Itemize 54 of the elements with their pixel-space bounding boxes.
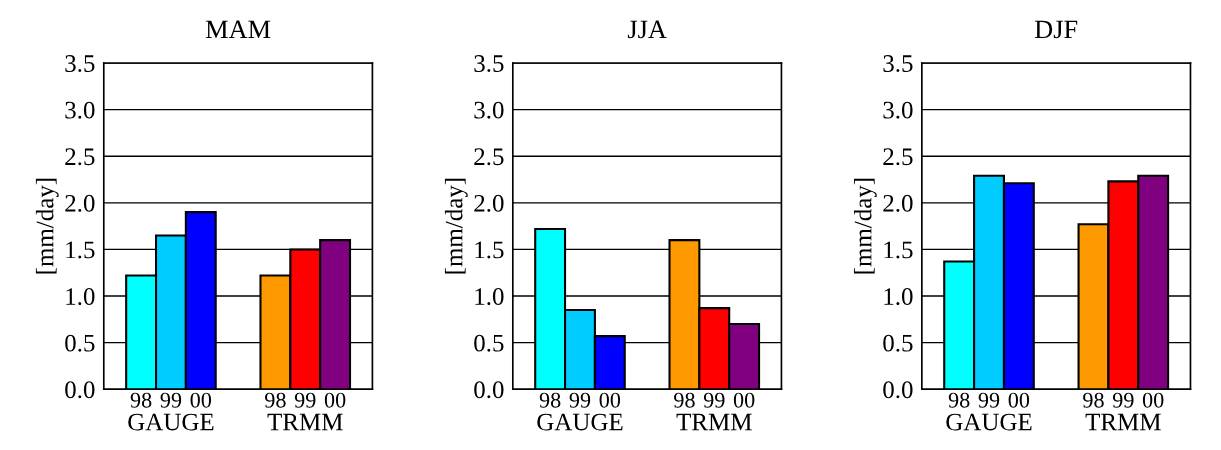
y-tick-label: 1.5 bbox=[884, 241, 913, 259]
x-tick-label: 99 bbox=[160, 392, 182, 408]
y-tick-label: 2.5 bbox=[65, 148, 95, 166]
chart-title: JJA bbox=[627, 20, 667, 39]
x-tick-label: 98 bbox=[265, 392, 286, 408]
text: GAUGE bbox=[946, 413, 1032, 431]
y-axis-title: [mm/day] bbox=[35, 178, 59, 274]
x-tick-label: 99 bbox=[978, 392, 1000, 408]
x-tick-label: 98 bbox=[674, 392, 695, 408]
y-tick-label: 0.0 bbox=[474, 381, 504, 399]
y-tick-label: 1.5 bbox=[475, 241, 504, 259]
y-tick-label: 0.5 bbox=[65, 334, 95, 352]
x-tick-label: 00 bbox=[190, 392, 212, 408]
y-tick-label: 3.5 bbox=[65, 55, 95, 73]
x-tick-label: 99 bbox=[1112, 392, 1134, 408]
x-tick-label: 00 bbox=[1008, 392, 1030, 408]
x-tick-label: 98 bbox=[539, 392, 561, 408]
y-axis-title: [mm/day] bbox=[444, 178, 468, 274]
x-tick-label: 98 bbox=[130, 392, 152, 408]
x-tick-label: 99 bbox=[703, 392, 725, 408]
x-tick-label: 99 bbox=[294, 392, 316, 408]
y-tick-label: 3.0 bbox=[883, 101, 913, 119]
chart-title: MAM bbox=[205, 20, 271, 38]
y-axis-title: [mm/day] bbox=[853, 178, 877, 274]
x-tick-label: 98 bbox=[948, 392, 970, 408]
x-tick-label: 99 bbox=[569, 392, 591, 408]
x-tick-label: 00 bbox=[599, 392, 621, 408]
y-tick-label: 1.0 bbox=[66, 288, 95, 306]
y-tick-label: 2.0 bbox=[65, 194, 95, 212]
text: TRMM bbox=[267, 413, 343, 431]
y-tick-label: 0.0 bbox=[883, 381, 913, 399]
x-tick-label: 98 bbox=[1083, 392, 1104, 408]
y-tick-label: 2.5 bbox=[474, 148, 504, 166]
y-tick-label: 2.5 bbox=[883, 148, 913, 166]
y-tick-label: 2.0 bbox=[883, 194, 913, 212]
y-tick-label: 0.5 bbox=[474, 334, 504, 352]
y-tick-label: 2.0 bbox=[474, 194, 504, 212]
y-tick-label: 1.0 bbox=[884, 288, 913, 306]
x-tick-label: 00 bbox=[1142, 392, 1164, 408]
x-tick-label: 00 bbox=[733, 392, 755, 408]
text: GAUGE bbox=[128, 413, 214, 431]
y-tick-label: 3.0 bbox=[65, 101, 95, 119]
text: GAUGE bbox=[537, 413, 623, 431]
text: TRMM bbox=[1085, 413, 1161, 431]
x-tick-label: 00 bbox=[324, 392, 346, 408]
y-tick-label: 3.5 bbox=[883, 55, 913, 73]
y-tick-label: 1.0 bbox=[475, 288, 504, 306]
chart-title: DJF bbox=[1034, 20, 1078, 39]
y-tick-label: 3.5 bbox=[474, 55, 504, 73]
y-tick-label: 0.0 bbox=[65, 381, 95, 399]
text: TRMM bbox=[676, 413, 752, 431]
y-tick-label: 0.5 bbox=[883, 334, 913, 352]
y-tick-label: 1.5 bbox=[66, 241, 95, 259]
y-tick-label: 3.0 bbox=[474, 101, 504, 119]
